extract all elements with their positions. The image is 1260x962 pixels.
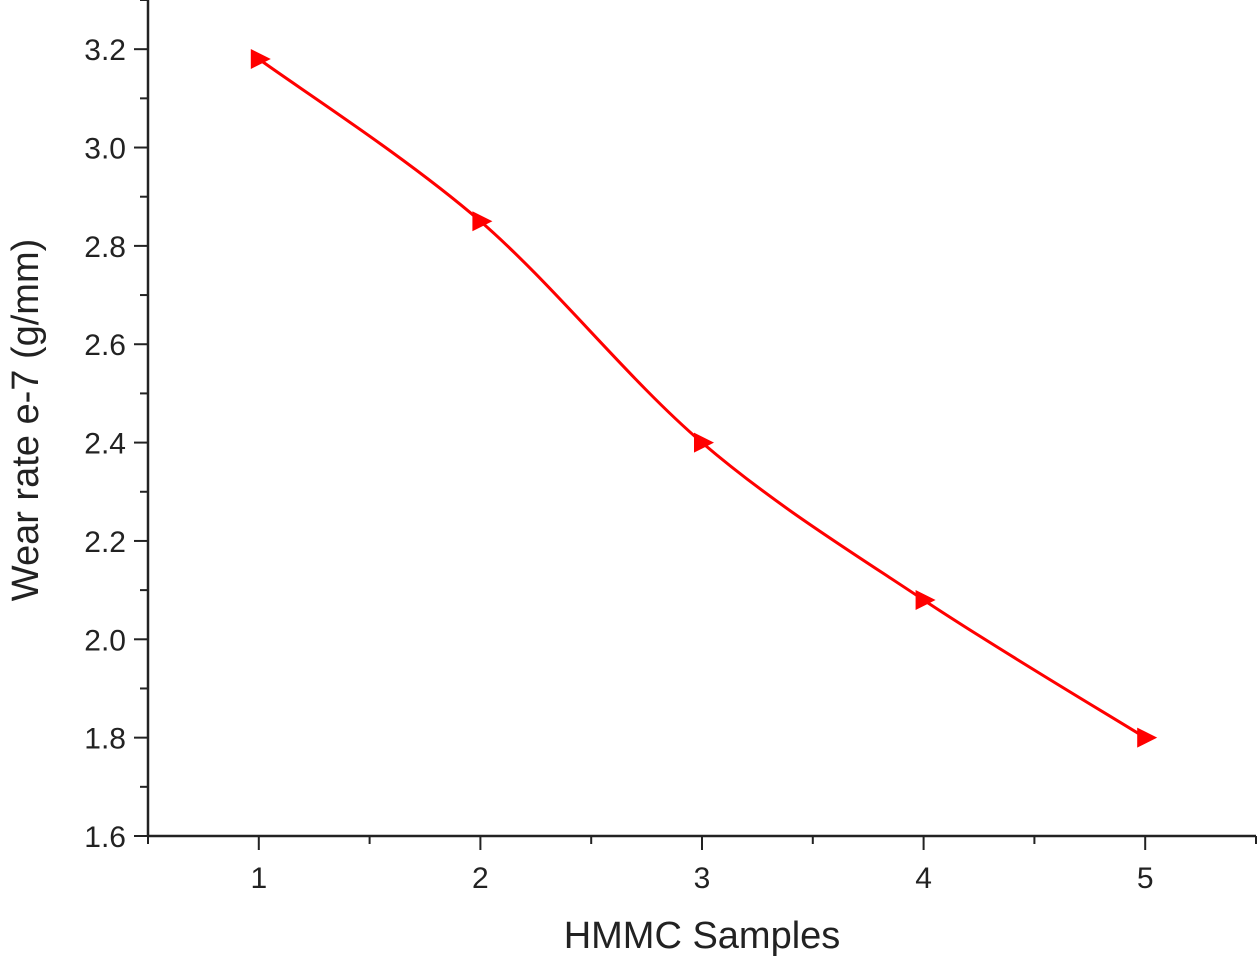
- y-tick-label: 2.0: [84, 624, 126, 657]
- axes: [146, 0, 1256, 838]
- data-point-marker: [1137, 727, 1158, 748]
- y-tick-label: 3.2: [84, 34, 126, 67]
- x-tick-label: 1: [250, 862, 267, 895]
- tick-labels: 1 2 3 4 5 1.6 1.8 2.0 2.2 2.4 2.6 2.8 3.0 3.2: [84, 34, 1153, 895]
- y-axis-title: Wear rate e-7 (g/mm): [5, 239, 47, 601]
- x-tick-label: 5: [1137, 862, 1154, 895]
- y-tick-label: 2.2: [84, 526, 126, 559]
- x-tick-label: 2: [472, 862, 489, 895]
- y-tick-label: 2.4: [84, 428, 126, 461]
- data-point-marker: [694, 432, 714, 453]
- x-tick-label: 3: [694, 862, 711, 895]
- y-tick-label: 2.8: [84, 231, 126, 264]
- y-tick-label: 3.0: [84, 133, 126, 166]
- y-tick-label: 2.6: [84, 329, 126, 362]
- data-point-marker: [472, 211, 493, 232]
- y-tick-label: 1.8: [84, 723, 126, 756]
- series-line: [257, 57, 1146, 739]
- y-tick-label: 1.6: [84, 821, 126, 854]
- axis-ticks: [134, 0, 1257, 850]
- data-point-marker: [915, 589, 936, 610]
- x-axis-title: HMMC Samples: [564, 915, 841, 957]
- x-tick-label: 4: [915, 862, 932, 895]
- data-point-marker: [250, 49, 271, 70]
- series-markers: [250, 49, 1158, 748]
